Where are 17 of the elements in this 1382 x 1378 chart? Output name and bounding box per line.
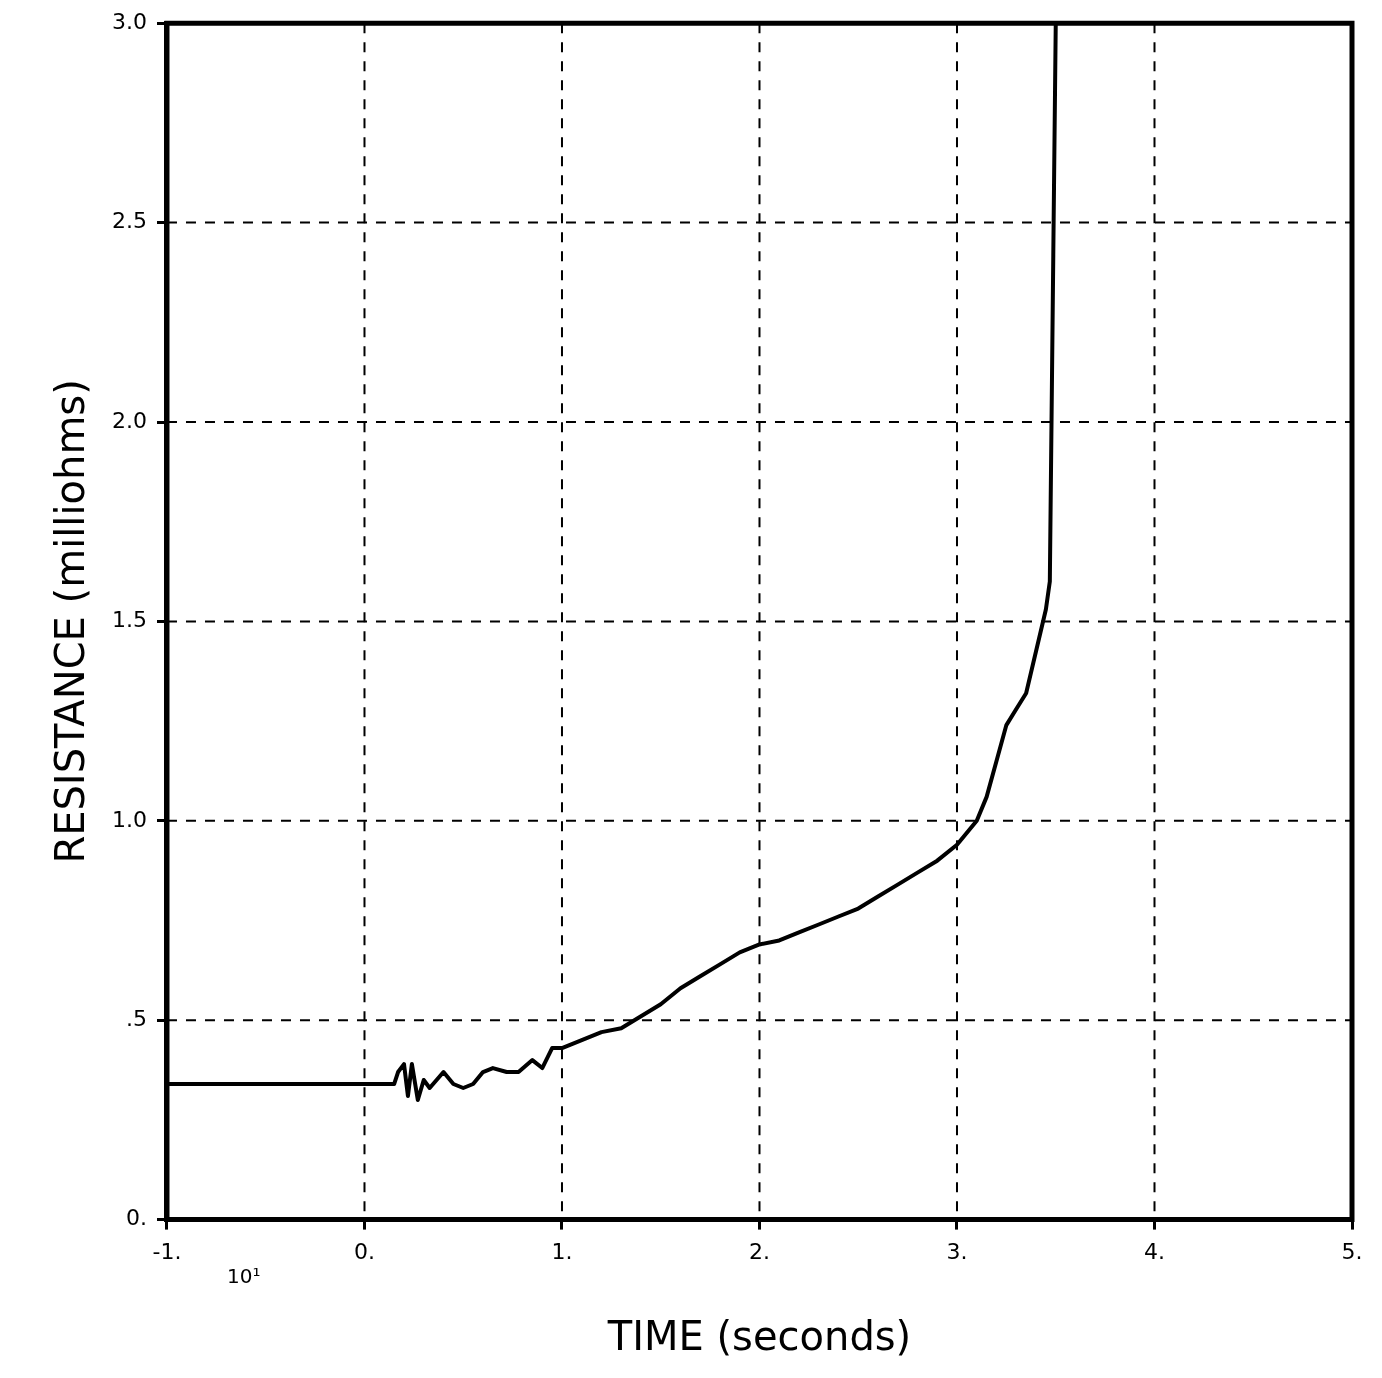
x-tick-label: 4. (1144, 1238, 1165, 1264)
y-tick-label: 1.5 (111, 607, 147, 633)
x-tick-label: -1. (152, 1238, 182, 1264)
y-tick-label: 1.0 (111, 806, 147, 832)
x-tick-label: 1. (551, 1238, 573, 1264)
y-tick-label: .5 (125, 1005, 147, 1031)
x-tick-label: 3. (946, 1238, 968, 1264)
y-tick-label: 2.0 (111, 407, 147, 433)
text: 10¹ (226, 1263, 261, 1288)
y-tick-label: 3.0 (111, 8, 147, 34)
x-axis-title: TIME (seconds) (606, 1313, 912, 1360)
x-tick-label: 0. (353, 1238, 375, 1264)
x-tick-label: 5. (1341, 1238, 1363, 1264)
x-tick-label: 2. (748, 1238, 770, 1264)
y-tick-label: 0. (125, 1205, 147, 1231)
y-tick-label: 2.5 (111, 208, 147, 234)
y-axis-title: RESISTANCE (milliohms) (47, 379, 94, 864)
